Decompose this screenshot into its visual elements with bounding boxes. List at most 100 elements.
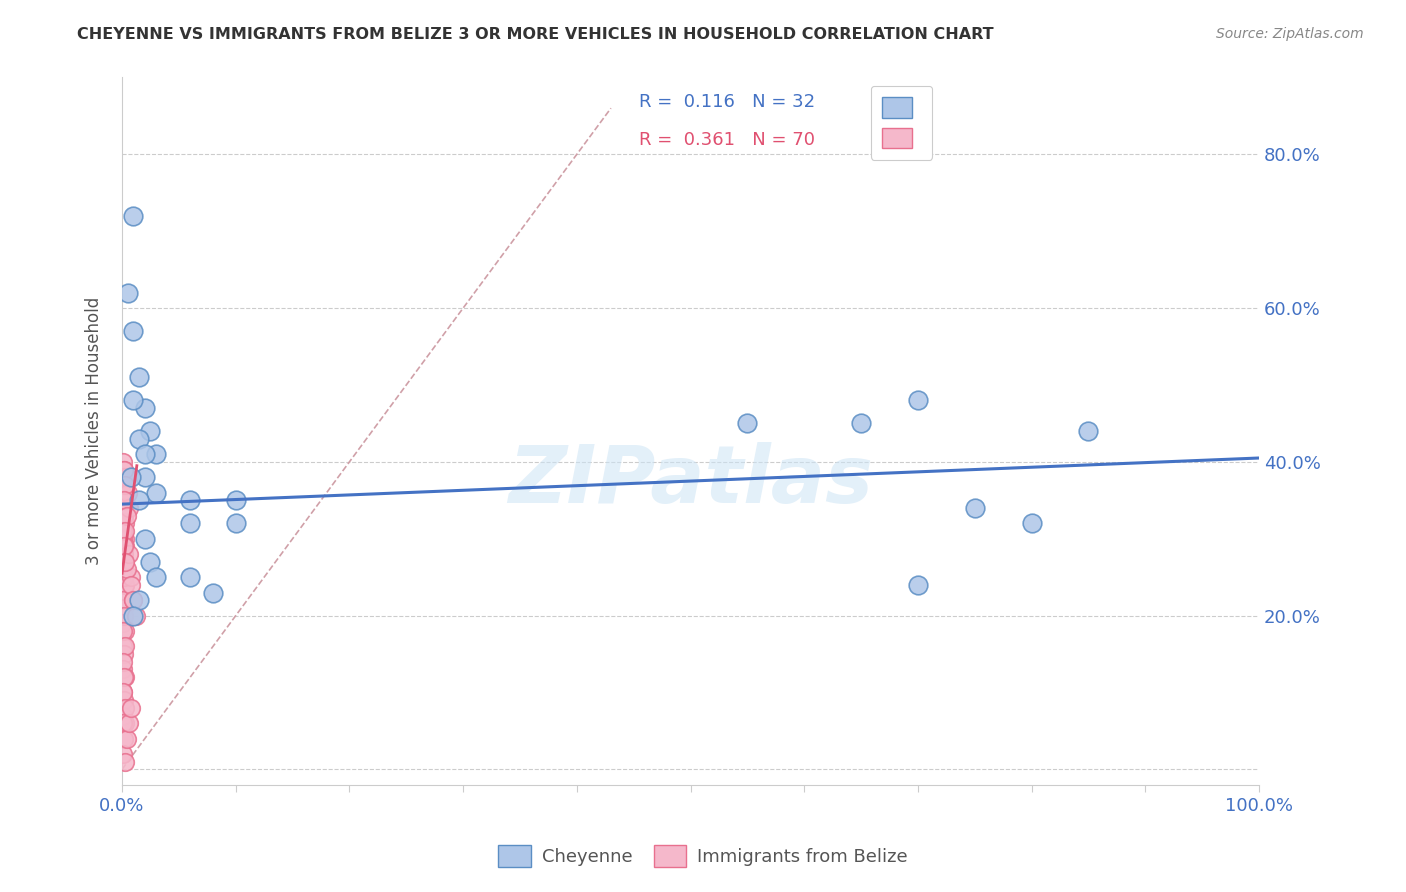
Point: [120, 470, 142, 484]
Point: [963, 500, 986, 515]
Point: [115, 508, 138, 523]
Point: [112, 593, 135, 607]
Point: [134, 447, 156, 461]
Point: [145, 485, 167, 500]
Point: [114, 555, 136, 569]
Point: [112, 462, 135, 476]
Point: [112, 685, 135, 699]
Point: [134, 470, 156, 484]
Point: [112, 640, 135, 654]
Point: [120, 701, 142, 715]
Point: [112, 693, 135, 707]
Point: [112, 532, 135, 546]
Point: [122, 324, 145, 338]
Point: [112, 470, 135, 484]
Point: [115, 562, 138, 576]
Point: [112, 608, 135, 623]
Point: [112, 670, 135, 684]
Point: [120, 578, 142, 592]
Point: [115, 731, 138, 746]
Legend: Cheyenne, Immigrants from Belize: Cheyenne, Immigrants from Belize: [491, 838, 915, 874]
Point: [134, 532, 156, 546]
Point: [225, 493, 247, 508]
Point: [112, 547, 135, 561]
Point: [128, 370, 150, 384]
Point: [225, 516, 247, 531]
Point: [115, 470, 138, 484]
Point: [849, 417, 872, 431]
Point: [122, 393, 145, 408]
Point: [114, 716, 136, 731]
Point: [112, 601, 135, 615]
Point: [907, 393, 929, 408]
Point: [112, 508, 135, 523]
Point: [114, 624, 136, 638]
Point: [114, 578, 136, 592]
Point: [201, 585, 224, 599]
Point: [112, 455, 135, 469]
Point: [112, 478, 135, 492]
Point: [122, 608, 145, 623]
Point: [118, 547, 141, 561]
Point: [112, 500, 135, 515]
Point: [179, 570, 201, 584]
Point: [122, 593, 145, 607]
Point: [145, 570, 167, 584]
Point: [120, 570, 142, 584]
Point: [114, 670, 136, 684]
Point: [112, 500, 135, 515]
Point: [112, 524, 135, 538]
Point: [179, 516, 201, 531]
Text: ZIPatlas: ZIPatlas: [508, 442, 873, 520]
Point: [112, 731, 135, 746]
Point: [114, 640, 136, 654]
Point: [134, 401, 156, 415]
Point: [907, 578, 929, 592]
Point: [118, 500, 141, 515]
Point: [1021, 516, 1043, 531]
Point: [112, 747, 135, 761]
Point: [114, 701, 136, 715]
Point: [114, 516, 136, 531]
Point: [114, 478, 136, 492]
Point: [112, 555, 135, 569]
Point: [737, 417, 759, 431]
Point: [114, 540, 136, 554]
Point: [112, 493, 135, 508]
Point: [114, 578, 136, 592]
Point: [145, 447, 167, 461]
Point: [125, 608, 148, 623]
Point: [112, 662, 135, 676]
Point: [122, 593, 145, 607]
Point: [128, 432, 150, 446]
Point: [114, 524, 136, 538]
Point: [112, 570, 135, 584]
Text: CHEYENNE VS IMMIGRANTS FROM BELIZE 3 OR MORE VEHICLES IN HOUSEHOLD CORRELATION C: CHEYENNE VS IMMIGRANTS FROM BELIZE 3 OR …: [77, 27, 994, 42]
Point: [179, 493, 201, 508]
Point: [117, 285, 139, 300]
Point: [112, 708, 135, 723]
Text: Source: ZipAtlas.com: Source: ZipAtlas.com: [1216, 27, 1364, 41]
Point: [118, 716, 141, 731]
Y-axis label: 3 or more Vehicles in Household: 3 or more Vehicles in Household: [86, 297, 103, 566]
Point: [112, 524, 135, 538]
Text: R =  0.361   N = 70: R = 0.361 N = 70: [640, 131, 815, 149]
Point: [112, 562, 135, 576]
Point: [117, 485, 139, 500]
Point: [112, 655, 135, 669]
Point: [112, 647, 135, 661]
Point: [122, 209, 145, 223]
Legend: , : ,: [870, 86, 932, 160]
Point: [139, 424, 162, 438]
Point: [112, 493, 135, 508]
Point: [112, 540, 135, 554]
Point: [1077, 424, 1099, 438]
Point: [114, 532, 136, 546]
Point: [128, 593, 150, 607]
Text: R =  0.116   N = 32: R = 0.116 N = 32: [640, 93, 815, 112]
Point: [112, 462, 135, 476]
Point: [112, 685, 135, 699]
Point: [112, 593, 135, 607]
Point: [112, 616, 135, 631]
Point: [112, 570, 135, 584]
